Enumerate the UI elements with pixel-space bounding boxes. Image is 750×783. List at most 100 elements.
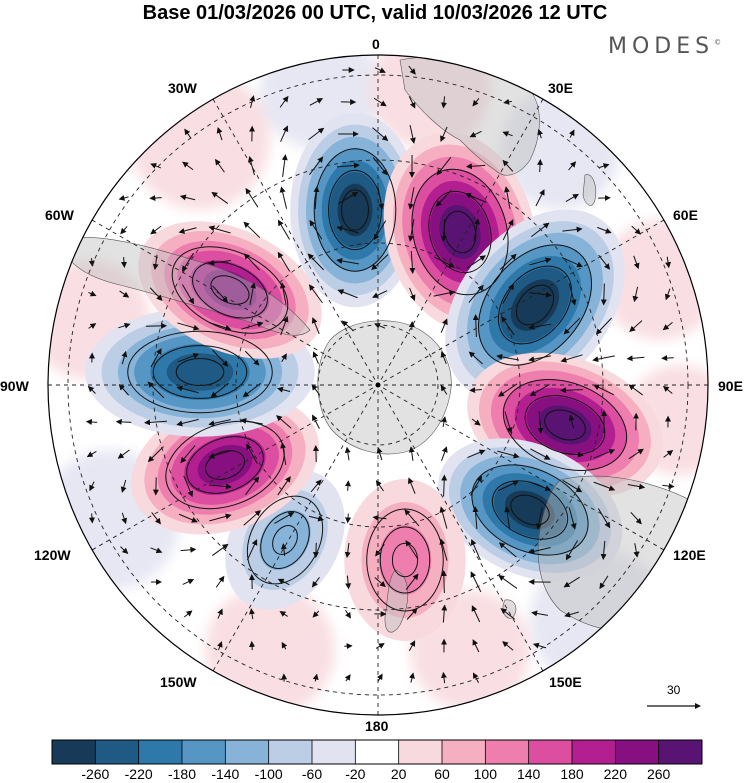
colorbar-tick-label: -60 (301, 766, 323, 782)
wind-vector (502, 131, 513, 137)
label-lon-120w: 120W (34, 547, 71, 563)
wind-vector (560, 354, 583, 363)
wind-vector (530, 448, 551, 460)
contour-line (171, 246, 289, 334)
wind-vector (373, 220, 387, 241)
wind-vector (473, 218, 481, 241)
wind-vector (599, 163, 610, 169)
label-lon-90e: 90E (718, 378, 743, 394)
contour-line (428, 190, 492, 274)
wind-vector (211, 191, 229, 204)
wind-vector (628, 384, 644, 396)
wind-vector (312, 351, 319, 365)
contour-line (210, 275, 250, 305)
wind-vector (498, 542, 517, 558)
wind-vector (276, 386, 291, 393)
wind-vector (120, 479, 127, 493)
wind-vector (472, 314, 479, 338)
wind-vector (150, 547, 163, 554)
wind-vector (281, 641, 288, 650)
wind-vector (242, 382, 261, 398)
colorbar-tick-label: -140 (211, 766, 240, 782)
wind-vector (280, 315, 289, 336)
wind-vector (211, 543, 229, 556)
south-pole (375, 382, 381, 388)
contour-line (341, 189, 369, 231)
colorbar-swatch (182, 740, 226, 764)
wind-vector (376, 446, 383, 461)
wind-vector (595, 317, 612, 335)
wind-vector (528, 355, 551, 363)
wind-vector (208, 225, 231, 234)
reference-vector-label: 30 (667, 683, 681, 697)
label-lon-150e: 150E (549, 674, 582, 690)
wind-vector (338, 191, 359, 205)
contour-line (471, 464, 589, 556)
wind-vector (537, 158, 544, 173)
contour-line (477, 244, 593, 366)
wind-vector (499, 253, 517, 270)
colorbar (51, 739, 703, 765)
wind-vector (503, 186, 511, 209)
wind-vector (497, 480, 519, 492)
wind-vector (151, 512, 161, 525)
wind-vector (440, 126, 448, 142)
wind-vector (568, 129, 575, 138)
label-lon-0: 0 (372, 36, 380, 52)
colorbar-tick-label: 100 (473, 766, 498, 782)
anomaly-level (259, 509, 311, 571)
wind-vector (182, 578, 195, 585)
wind-vector (441, 604, 448, 623)
wind-vector (632, 286, 639, 303)
colorbar-swatch (52, 740, 96, 764)
wind-vector (441, 446, 448, 462)
wind-vector (180, 445, 196, 464)
wind-vector (409, 672, 415, 683)
colorbar-tick-label: -220 (124, 766, 153, 782)
wind-vector (502, 219, 514, 241)
wind-vector (593, 481, 616, 491)
wind-vector (470, 571, 482, 593)
wind-vector (662, 385, 673, 394)
wind-vector (630, 512, 642, 525)
contour-line (152, 345, 248, 399)
contour-line (366, 508, 444, 612)
wind-vector (502, 641, 514, 651)
wind-vector (471, 418, 481, 426)
wind-vector (372, 514, 387, 521)
wind-vector (528, 546, 551, 555)
contour-line (192, 261, 268, 319)
map-border (47, 54, 709, 716)
wind-vector (243, 221, 261, 239)
contour-line (411, 168, 509, 296)
wind-vector (121, 350, 128, 365)
wind-vector (503, 98, 512, 105)
wind-vector (115, 418, 132, 425)
colorbar-tick-label: 140 (516, 766, 541, 782)
wind-vector (88, 290, 97, 297)
wind-vector (440, 671, 447, 684)
wind-vector (150, 348, 162, 368)
wind-vector (208, 483, 232, 490)
wind-vector (593, 384, 615, 396)
wind-vector (311, 577, 320, 588)
wind-vector (568, 507, 577, 530)
wind-vector (498, 575, 518, 589)
madagascar (582, 174, 597, 206)
wind-vector (121, 512, 128, 525)
wind-vector (500, 608, 516, 620)
wind-vector (629, 320, 643, 333)
map-title: Base 01/03/2026 00 UTC, valid 10/03/2026… (142, 2, 608, 24)
wind-vector (88, 513, 95, 524)
wind-vector (470, 538, 481, 561)
anomaly-level (203, 270, 257, 310)
wind-vector (209, 513, 232, 522)
wind-vector (336, 258, 359, 265)
wind-vector (440, 351, 447, 365)
colorbar-tick-label: -260 (81, 766, 110, 782)
contour-line (246, 495, 324, 585)
wind-vector (243, 510, 262, 526)
wind-vector (532, 642, 547, 649)
contour-line (515, 284, 555, 326)
